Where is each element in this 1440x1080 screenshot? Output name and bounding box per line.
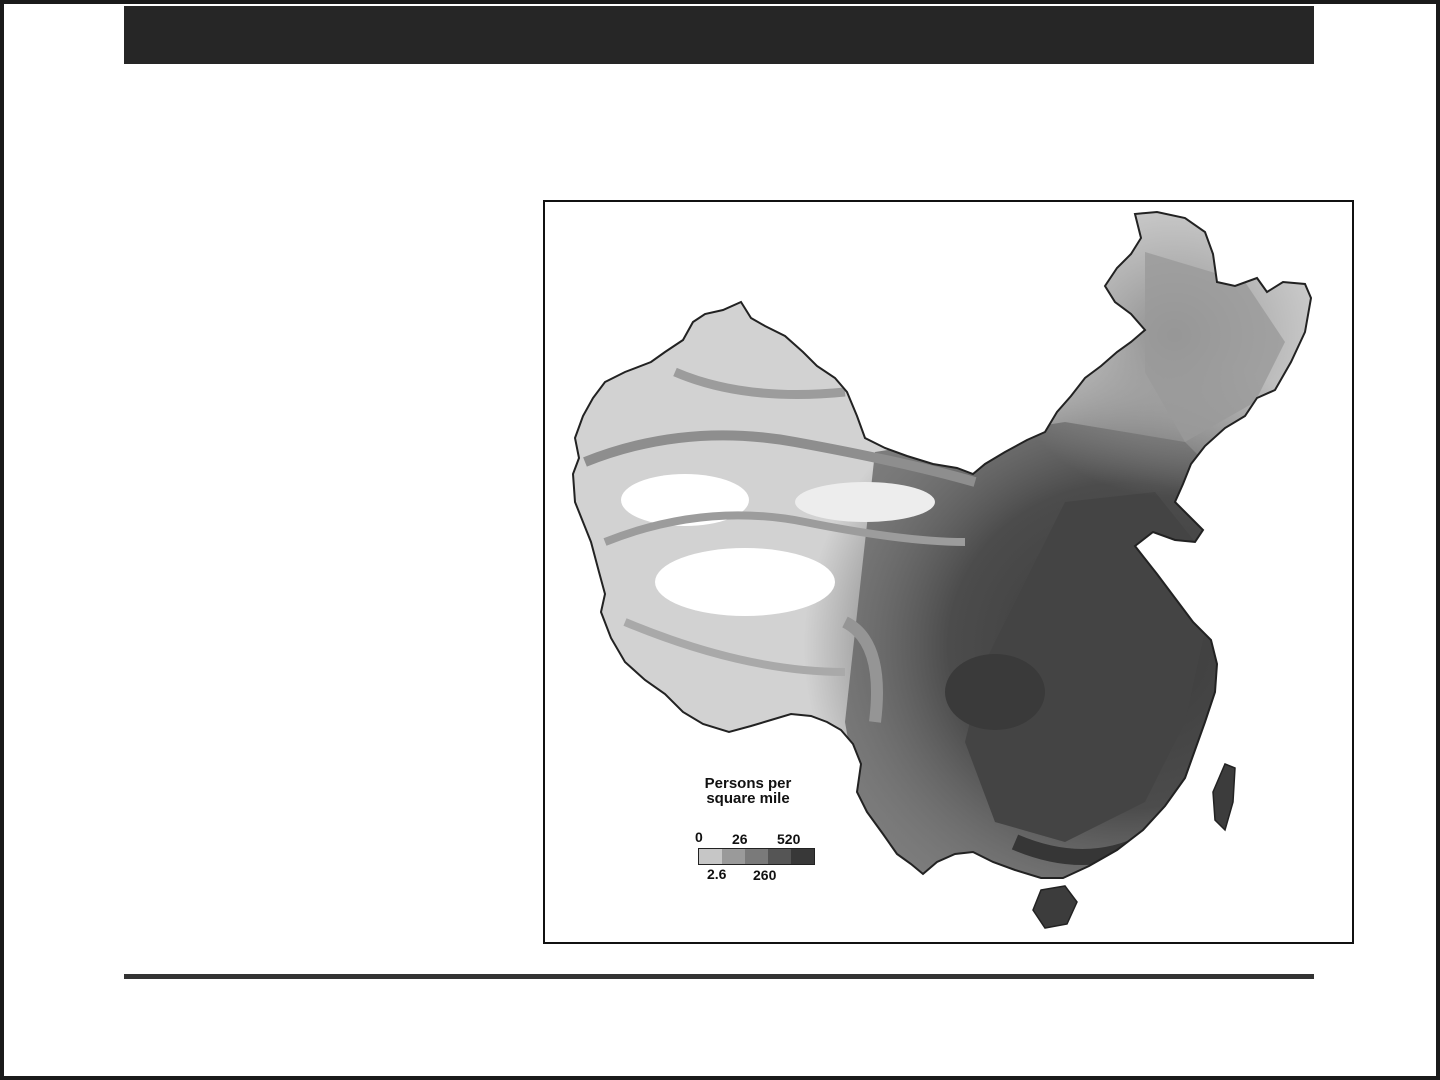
legend-title-line2: square mile [706, 790, 790, 807]
legend-tick-top-2: 520 [777, 831, 801, 847]
legend-swatch-3 [768, 849, 791, 864]
map-frame: Persons per square mile 0 26 520 2.6 260 [543, 200, 1354, 944]
legend-swatch-1 [722, 849, 745, 864]
gobi-area [795, 482, 935, 522]
legend-color-bar [698, 848, 815, 865]
legend-tick-bottom-1: 260 [753, 867, 777, 883]
taiwan-island [1212, 763, 1236, 832]
map-legend: Persons per square mile 0 26 520 2.6 260 [695, 776, 825, 886]
tibet-plateau-empty [655, 548, 835, 616]
population-density-map [572, 211, 1312, 929]
legend-tick-top-0: 0 [695, 829, 703, 845]
legend-title: Persons per square mile [695, 776, 801, 806]
hainan-island [1032, 885, 1078, 929]
legend-swatch-4 [791, 849, 814, 864]
legend-swatch-0 [699, 849, 722, 864]
bottom-rule [124, 974, 1314, 979]
legend-tick-top-1: 26 [732, 831, 748, 847]
legend-title-line1: Persons per [704, 775, 792, 792]
legend-swatch-2 [745, 849, 768, 864]
legend-tick-bottom-0: 2.6 [707, 866, 727, 882]
title-bar [124, 6, 1314, 64]
